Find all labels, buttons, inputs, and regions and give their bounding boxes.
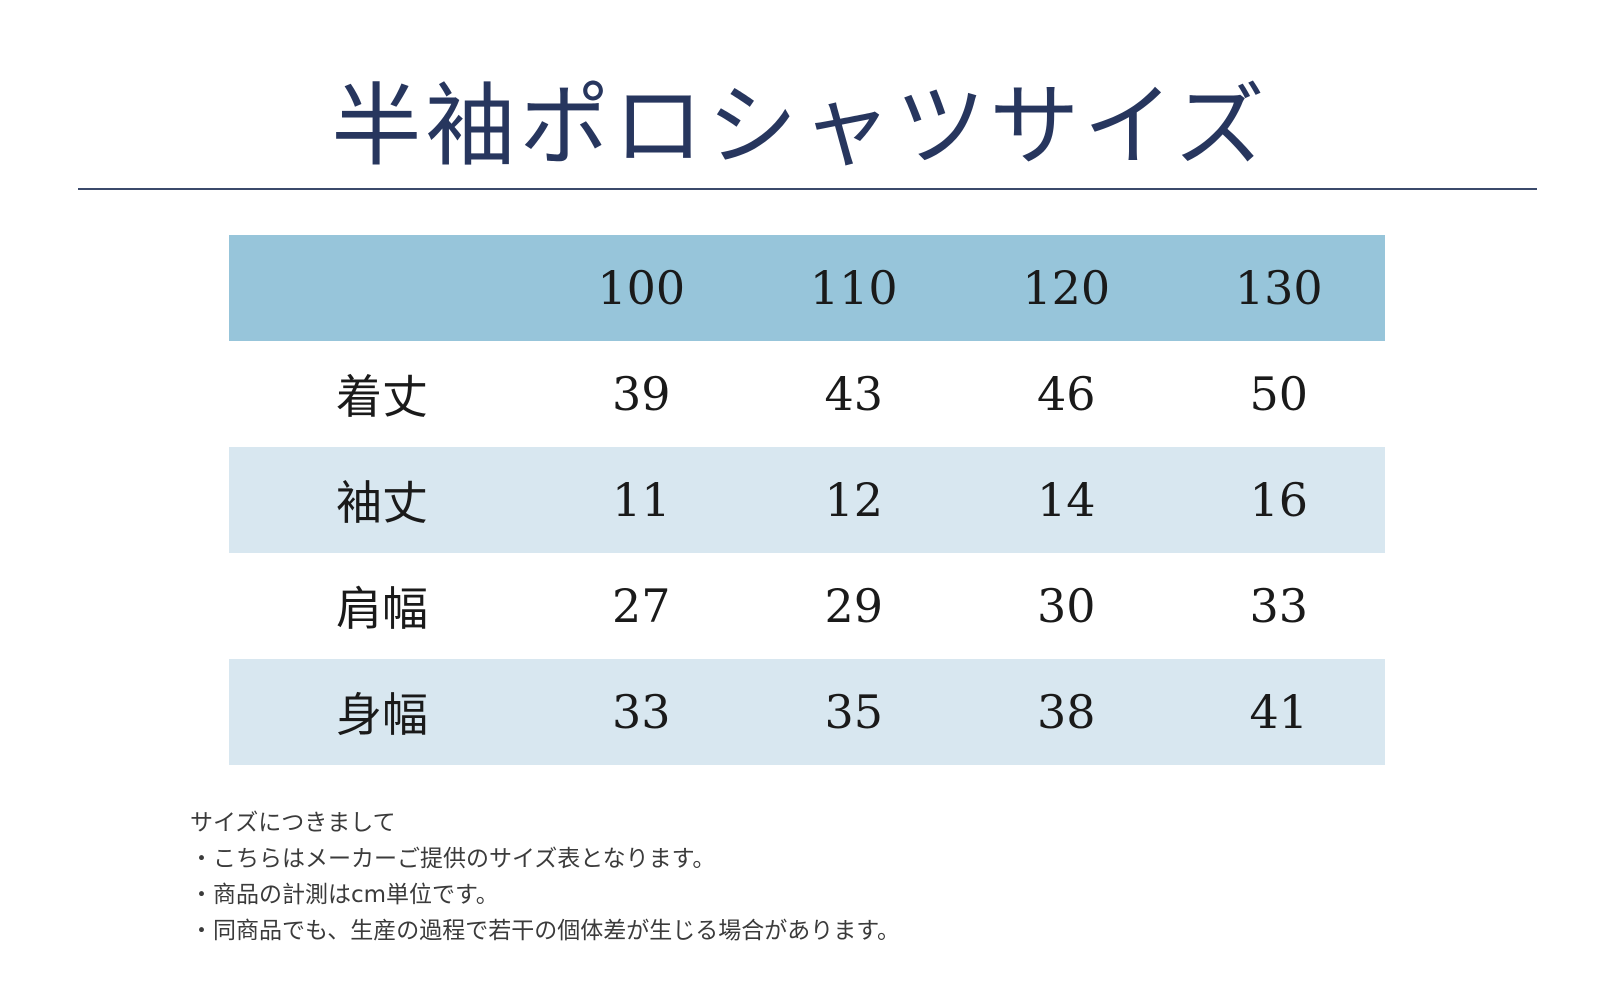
- table-cell: 12: [824, 473, 884, 527]
- table-cell: 39: [611, 367, 671, 421]
- table-cell: 27: [611, 579, 671, 633]
- table-row: 袖丈 11 12 14 16: [229, 447, 1385, 553]
- row-label: 着丈: [336, 370, 428, 424]
- table-cell: 33: [1249, 579, 1309, 633]
- table-cell: 38: [1036, 685, 1096, 739]
- size-table: 100 110 120 130 着丈 39 43 46 50 袖丈 11 12 …: [229, 235, 1385, 765]
- table-cell: 14: [1036, 473, 1096, 527]
- note-line: ・商品の計測はcm単位です。: [190, 882, 499, 908]
- table-cell: 43: [824, 367, 884, 421]
- table-cell: 50: [1249, 367, 1309, 421]
- table-cell: 46: [1036, 367, 1096, 421]
- row-label: 肩幅: [336, 582, 428, 636]
- table-row: 着丈 39 43 46 50: [229, 341, 1385, 447]
- table-cell: 30: [1036, 579, 1096, 633]
- table-cell: 35: [824, 685, 884, 739]
- note-line: ・同商品でも、生産の過程で若干の個体差が生じる場合があります。: [190, 918, 901, 944]
- table-cell: 33: [611, 685, 671, 739]
- table-cell: 41: [1249, 685, 1309, 739]
- table-row: 身幅 33 35 38 41: [229, 659, 1385, 765]
- title-divider: [78, 188, 1537, 190]
- notes-heading: サイズにつきまして: [190, 810, 396, 836]
- row-label: 身幅: [336, 688, 428, 742]
- table-cell: 11: [611, 473, 671, 527]
- table-cell: 16: [1249, 473, 1309, 527]
- header-cell-empty: [229, 235, 535, 341]
- table-cell: 29: [824, 579, 884, 633]
- note-line: ・こちらはメーカーご提供のサイズ表となります。: [190, 846, 716, 872]
- row-label: 袖丈: [336, 476, 428, 530]
- header-cell-size: 110: [809, 261, 898, 315]
- size-notes: サイズにつきまして ・こちらはメーカーご提供のサイズ表となります。 ・商品の計測…: [190, 805, 900, 949]
- page-title: 半袖ポロシャツサイズ: [331, 74, 1269, 179]
- header-cell-size: 130: [1234, 261, 1323, 315]
- table-row: 肩幅 27 29 30 33: [229, 553, 1385, 659]
- header-cell-size: 120: [1022, 261, 1111, 315]
- header-cell-size: 100: [597, 261, 686, 315]
- table-header-row: 100 110 120 130: [229, 235, 1385, 341]
